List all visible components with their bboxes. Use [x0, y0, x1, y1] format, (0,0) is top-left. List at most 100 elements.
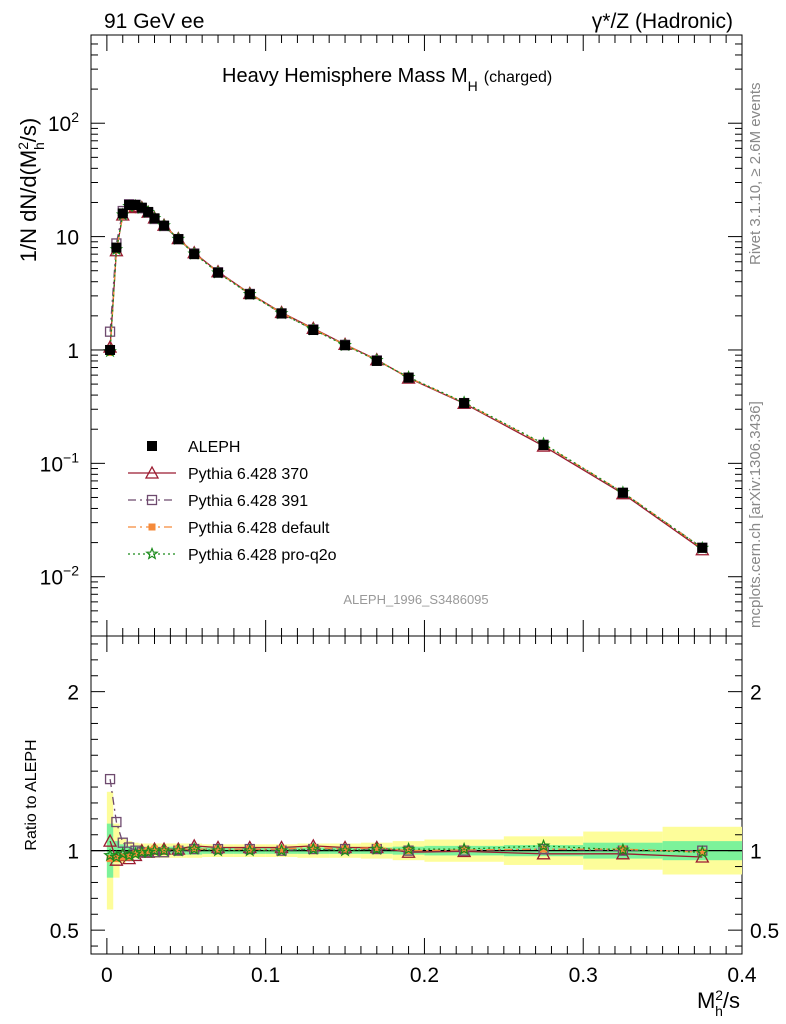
y-tick-label: 1	[67, 340, 79, 363]
ratio-x-ticks: 0 0.1 0.2 0.3 0.4	[90, 636, 757, 987]
ratio-point	[119, 853, 127, 861]
ratio-point	[458, 845, 470, 856]
ratio-point	[341, 845, 349, 853]
legend: ALEPH Pythia 6.428 370 Pythia 6.428 391 Pyt…	[128, 439, 337, 564]
ratio-point	[619, 845, 627, 853]
data-point	[117, 208, 128, 219]
data-point	[173, 234, 184, 245]
data-point	[308, 325, 319, 336]
data-point	[213, 267, 224, 278]
main-frame	[90, 34, 743, 637]
ratio-y-tick-label: 1	[67, 841, 79, 864]
ratio-point	[102, 833, 118, 847]
ratio-point	[115, 846, 130, 860]
ratio-point	[338, 843, 352, 857]
header-right: γ*/Z (Hadronic)	[592, 10, 733, 33]
ratio-y-tick-label: 0.5	[50, 920, 79, 943]
legend-marker	[148, 523, 156, 531]
ratio-point	[211, 843, 225, 857]
data-point	[136, 202, 147, 213]
ratio-point	[616, 842, 630, 856]
legend-item: Pythia 6.428 pro-q2o	[128, 546, 337, 564]
y-tick-label-base: 10	[48, 113, 71, 136]
y-tick-label-base: 1	[67, 340, 79, 363]
plot-title-tail: (charged)	[484, 69, 552, 86]
data-point	[124, 199, 135, 210]
y-tick-label: 10−1	[40, 449, 80, 476]
ratio-point	[540, 845, 548, 853]
data-point	[459, 398, 470, 409]
ratio-point	[369, 841, 384, 855]
plot-title: Heavy Hemisphere Mass MH (charged)	[222, 65, 552, 94]
analysis-id: ALEPH_1996_S3486095	[343, 592, 488, 607]
ratio-y-axis-label: Ratio to ALEPH	[23, 739, 40, 850]
x-tick-label: 0.1	[251, 964, 280, 987]
ratio-frame	[90, 635, 743, 955]
y-tick-label-exponent: 2	[71, 109, 79, 125]
legend-marker	[145, 546, 159, 560]
ratio-point	[405, 847, 413, 855]
ratio-point	[103, 848, 117, 862]
legend-item: Pythia 6.428 370	[128, 465, 308, 483]
header-left: 91 GeV ee	[104, 10, 204, 33]
ratio-pythia-6-428-pro-q2o	[103, 838, 710, 863]
y-tick-label: 10−2	[40, 563, 80, 590]
x-tick-label: 0	[101, 964, 113, 987]
data-point	[149, 213, 160, 224]
series-aleph	[105, 199, 708, 553]
y-tick-label-exponent: −2	[63, 563, 79, 579]
ratio-panel: 0.5 0.5 1 1 2 2 0 0.1 0.2 0.3 0.4 Ratio to ALEPH	[23, 635, 779, 987]
data-point	[276, 308, 287, 319]
x-tick-label: 0.3	[569, 964, 598, 987]
ratio-point	[246, 845, 254, 853]
ratio-y-tick-label-right: 2	[750, 682, 762, 705]
ratio-point	[214, 845, 222, 853]
ratio-point	[141, 844, 156, 859]
main-series-group	[102, 198, 710, 556]
data-point	[403, 372, 414, 383]
ratio-point	[460, 846, 468, 854]
main-x-ticks	[90, 35, 743, 636]
legend-label: Pythia 6.428 391	[188, 493, 308, 510]
legend-marker	[147, 441, 157, 451]
ratio-point	[144, 847, 152, 855]
ratio-point	[698, 848, 706, 856]
rivet-label: Rivet 3.1.10, ≥ 2.6M events	[747, 83, 764, 266]
ratio-point	[274, 843, 289, 857]
legend-label: Pythia 6.428 default	[188, 520, 330, 537]
data-point	[130, 199, 141, 210]
legend-marker	[144, 465, 160, 479]
ratio-point	[306, 841, 321, 855]
mcplots-label: mcplots.cern.ch [arXiv:1306.3436]	[747, 401, 764, 628]
ratio-point	[242, 843, 257, 857]
ratio-y-tick-label-right: 0.5	[750, 920, 779, 943]
ratio-y-tick-label-right: 1	[750, 841, 762, 864]
ratio-point	[104, 773, 116, 785]
plot-title-sub: H	[468, 78, 478, 94]
legend-label: Pythia 6.428 pro-q2o	[188, 547, 337, 564]
data-point	[159, 220, 170, 231]
data-point	[697, 542, 708, 553]
y-tick-label-exponent: −1	[63, 449, 79, 465]
y-tick-label-base: 10	[56, 227, 79, 250]
ratio-point	[187, 841, 202, 855]
data-point	[143, 206, 154, 217]
data-point	[189, 249, 200, 260]
ratio-point	[695, 844, 710, 859]
data-point	[617, 487, 628, 498]
y-tick-label-base: 10	[40, 567, 63, 590]
legend-marker	[146, 494, 158, 506]
data-point	[105, 344, 116, 355]
y-tick-label: 102	[48, 109, 79, 136]
data-point	[538, 440, 549, 451]
ratio-point	[174, 845, 182, 853]
ratio-point	[278, 845, 286, 853]
ratio-point	[157, 843, 171, 857]
data-point	[371, 355, 382, 366]
ratio-point	[151, 845, 159, 853]
legend-label: ALEPH	[188, 439, 240, 456]
y-tick-label: 10	[56, 227, 79, 250]
ratio-point	[106, 855, 114, 863]
